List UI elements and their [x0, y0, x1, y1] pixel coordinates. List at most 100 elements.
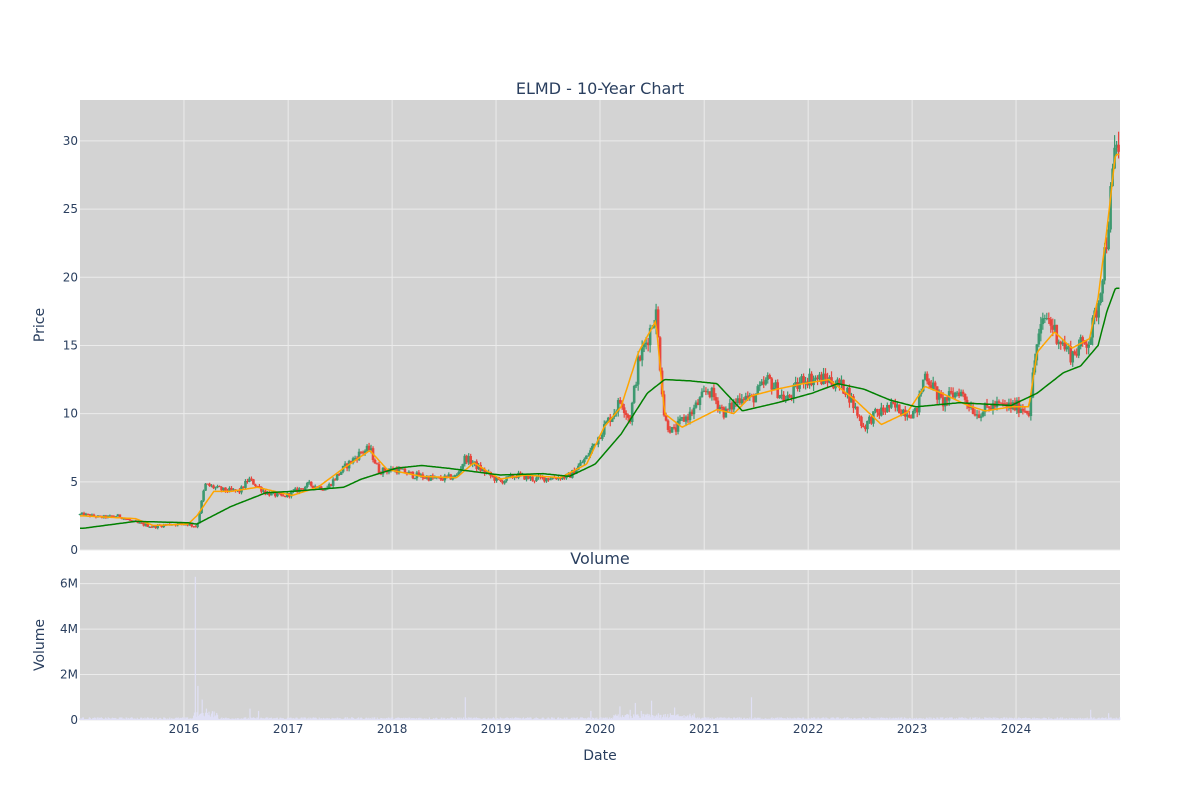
candle-up — [1015, 397, 1019, 414]
volume-bar — [543, 718, 545, 720]
volume-bar — [994, 717, 996, 720]
candle-down — [884, 407, 887, 415]
candle-body — [367, 445, 371, 450]
candle-body — [834, 385, 837, 389]
volume-bar — [838, 717, 840, 720]
volume-bar — [882, 717, 884, 720]
volume-bar — [462, 717, 465, 720]
volume-bar — [1039, 718, 1041, 720]
volume-bar — [878, 717, 880, 720]
volume-bar — [975, 719, 977, 720]
volume-bar — [414, 718, 416, 720]
candle-up — [736, 395, 740, 406]
candle-body — [682, 417, 686, 422]
volume-bar — [722, 717, 724, 720]
volume-bar — [241, 718, 243, 720]
volume-bar — [1031, 719, 1033, 720]
volume-bar — [433, 719, 436, 720]
volume-bar — [949, 717, 952, 720]
candle-down — [256, 485, 259, 487]
volume-bar — [170, 718, 173, 720]
volume-bar — [216, 712, 218, 720]
volume-bar — [275, 717, 278, 720]
volume-bar — [879, 717, 882, 720]
candle-down — [1047, 312, 1051, 324]
volume-bar — [175, 717, 178, 720]
candle-body — [862, 425, 865, 428]
candle-down — [878, 408, 881, 419]
volume-bar — [480, 718, 482, 720]
candle-down — [788, 393, 791, 399]
volume-bar — [111, 717, 114, 720]
candle-up — [579, 459, 582, 467]
candle-body — [949, 391, 953, 393]
candle-body — [579, 462, 582, 466]
volume-bar — [172, 718, 174, 720]
volume-bar — [424, 718, 426, 720]
candle-body — [162, 524, 166, 528]
volume-bar — [522, 717, 524, 720]
volume-bar — [707, 718, 709, 720]
volume-bar — [112, 717, 114, 720]
candle-down — [862, 422, 865, 428]
candle-body — [447, 474, 451, 477]
volume-bar — [763, 719, 765, 720]
candle-down — [359, 451, 363, 455]
volume-bar — [163, 717, 165, 720]
candle-body — [363, 450, 367, 453]
volume-bar — [761, 718, 763, 720]
candle-body — [200, 500, 203, 514]
volume-bar — [776, 717, 778, 720]
candle-body — [686, 416, 690, 421]
volume-bar — [854, 717, 856, 720]
volume-bar — [1075, 718, 1077, 720]
volume-bar — [831, 717, 833, 720]
volume-bar — [1008, 717, 1011, 720]
volume-bar — [258, 719, 261, 720]
volume-bar — [1012, 718, 1014, 720]
candle-body — [214, 487, 217, 489]
volume-bar — [319, 718, 321, 720]
volume-bar — [111, 718, 113, 720]
volume-bar — [603, 717, 605, 720]
volume-bar — [908, 717, 911, 720]
volume-bar — [90, 719, 92, 720]
volume-y-tick-label: 6M — [60, 577, 78, 591]
candle-up — [710, 386, 714, 401]
volume-bar — [353, 718, 355, 720]
volume-bar — [953, 718, 955, 720]
volume-bar — [1069, 719, 1071, 720]
volume-bar — [600, 717, 602, 720]
volume-bar — [1025, 717, 1027, 720]
candle-up — [222, 487, 225, 492]
volume-bar — [891, 718, 893, 720]
volume-bar — [988, 718, 990, 720]
volume-bar — [93, 717, 96, 720]
candle-body — [987, 406, 991, 408]
volume-bar — [807, 719, 809, 720]
volume-bar — [880, 717, 882, 720]
volume-bar — [406, 717, 408, 720]
volume-bar — [151, 718, 153, 720]
volume-bar — [1021, 718, 1023, 720]
volume-bar — [505, 717, 507, 720]
candle-up — [529, 475, 532, 482]
volume-bar — [1113, 718, 1115, 720]
volume-bar — [1013, 719, 1015, 720]
candle-body — [122, 518, 126, 520]
volume-bar — [80, 719, 82, 720]
candle-body — [622, 407, 626, 414]
candle-up — [880, 402, 883, 417]
volume-bar — [467, 719, 469, 720]
volume-bar — [711, 717, 713, 720]
volume-bar — [937, 717, 939, 720]
candle-up — [216, 484, 219, 489]
candle-body — [1073, 351, 1077, 354]
candle-up — [1045, 312, 1049, 321]
candle-body — [959, 391, 963, 397]
volume-bar — [1002, 717, 1005, 720]
candle-body — [146, 523, 150, 527]
candle-body — [309, 481, 313, 486]
volume-bar — [369, 718, 371, 720]
volume-bar — [466, 717, 468, 720]
